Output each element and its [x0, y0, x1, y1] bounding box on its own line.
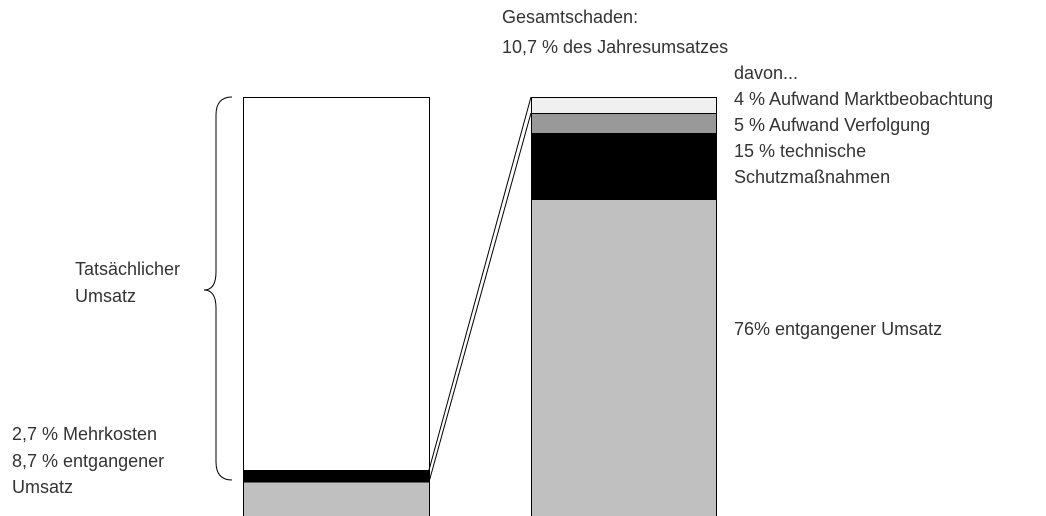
- segment-market: [531, 97, 717, 114]
- segment-label: Schutzmaßnahmen: [734, 167, 890, 187]
- segment-prosecution: [531, 113, 717, 134]
- brace-label: Umsatz: [75, 286, 136, 306]
- bottom-label: Umsatz: [12, 477, 73, 497]
- title: Gesamtschaden:: [502, 7, 638, 27]
- zoom-line: [428, 96, 532, 471]
- segment-protection: [531, 133, 717, 200]
- segment-label: 5 % Aufwand Verfolgung: [734, 115, 930, 135]
- segment-label: 76% entgangener Umsatz: [734, 319, 942, 339]
- subtitle: 10,7 % des Jahresumsatzes: [502, 37, 728, 57]
- intro: davon...: [734, 63, 798, 83]
- bottom-label: 8,7 % entgangener: [12, 451, 164, 471]
- brace-label: Tatsächlicher: [75, 259, 180, 279]
- segment-label: 15 % technische: [734, 141, 866, 161]
- segment-lost-revenue: [531, 199, 717, 516]
- zoom-line: [428, 112, 532, 483]
- lost-revenue-segment: [243, 481, 430, 516]
- revenue-bar: [243, 97, 430, 516]
- bottom-label: 2,7 % Mehrkosten: [12, 424, 157, 444]
- segment-label: 4 % Aufwand Marktbeobachtung: [734, 89, 993, 109]
- extra-cost-segment: [243, 470, 430, 482]
- brace: [203, 96, 233, 481]
